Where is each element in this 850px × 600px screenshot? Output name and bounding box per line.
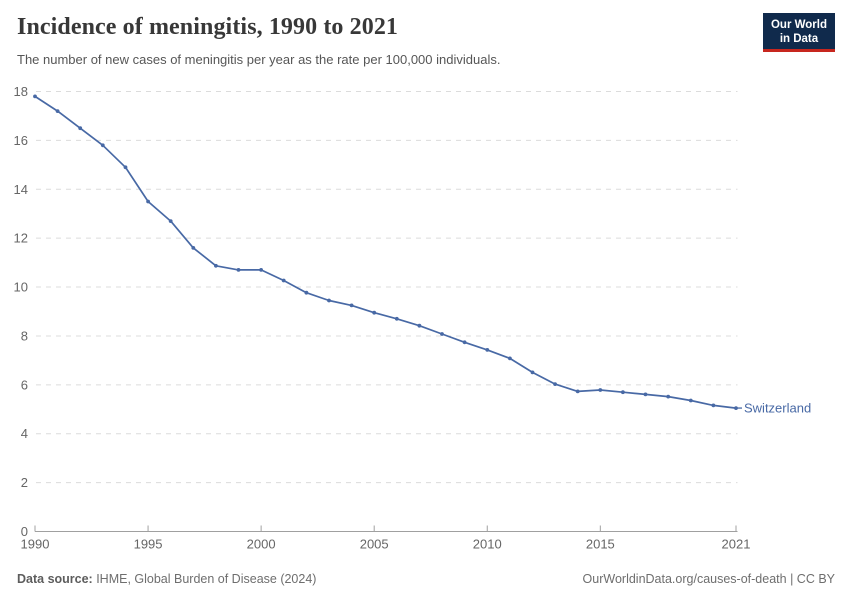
y-axis-tick-label: 6 — [21, 377, 28, 392]
y-axis-tick-label: 14 — [14, 182, 28, 197]
data-point-2008[interactable] — [440, 332, 444, 336]
data-point-2006[interactable] — [394, 316, 399, 321]
y-axis-tick-label: 2 — [21, 475, 28, 490]
x-axis-tick-label: 2000 — [247, 537, 276, 552]
data-point-2018[interactable] — [666, 394, 671, 399]
data-point-2015[interactable] — [598, 388, 603, 392]
y-axis-tick-label: 18 — [14, 84, 28, 99]
footer-right: OurWorldinData.org/causes-of-death | CC … — [583, 572, 835, 586]
data-point-2007[interactable] — [417, 323, 422, 328]
data-point-1994[interactable] — [123, 165, 128, 170]
data-point-2011[interactable] — [508, 356, 512, 361]
data-point-1993[interactable] — [100, 143, 105, 148]
data-point-2020[interactable] — [711, 403, 716, 408]
data-point-1996[interactable] — [168, 219, 173, 224]
x-axis-tick-label: 2021 — [722, 537, 751, 552]
data-point-2000[interactable] — [259, 268, 263, 272]
x-axis-tick-label: 2005 — [360, 537, 389, 552]
x-axis-tick-label: 1990 — [21, 537, 50, 552]
license-text: | CC BY — [786, 572, 835, 586]
x-axis-tick-label: 1995 — [134, 537, 163, 552]
data-point-2017[interactable] — [643, 392, 648, 397]
data-source-text: IHME, Global Burden of Disease (2024) — [92, 572, 317, 586]
series-label-switzerland[interactable]: Switzerland — [744, 401, 811, 416]
data-point-2004[interactable] — [349, 303, 354, 308]
x-axis-tick-label: 2010 — [473, 537, 502, 552]
data-source-note: Data source: IHME, Global Burden of Dise… — [17, 572, 316, 586]
data-point-1999[interactable] — [236, 268, 241, 272]
data-point-1998[interactable] — [214, 263, 218, 268]
y-axis-tick-label: 12 — [14, 231, 28, 246]
data-point-1992[interactable] — [78, 126, 83, 131]
data-point-2005[interactable] — [372, 310, 377, 315]
data-point-2001[interactable] — [281, 278, 286, 283]
chart-subtitle: The number of new cases of meningitis pe… — [17, 52, 501, 67]
page-title: Incidence of meningitis, 1990 to 2021 — [17, 14, 399, 40]
data-point-2009[interactable] — [462, 340, 467, 345]
data-point-1991[interactable] — [55, 109, 60, 113]
data-point-2010[interactable] — [485, 348, 490, 352]
y-axis-tick-label: 8 — [21, 328, 28, 343]
y-axis-tick-label: 0 — [21, 524, 28, 539]
data-point-2002[interactable] — [304, 290, 309, 295]
data-point-2019[interactable] — [688, 398, 693, 403]
data-point-1990[interactable] — [33, 94, 37, 99]
data-point-1997[interactable] — [191, 246, 196, 250]
line-series-switzerland[interactable] — [34, 95, 737, 409]
owid-logo-line2: in Data — [779, 33, 819, 45]
chart-footer: Data source: IHME, Global Burden of Dise… — [17, 572, 835, 586]
x-axis-tick-label: 2015 — [586, 537, 615, 552]
data-point-2003[interactable] — [327, 298, 331, 303]
data-point-1995[interactable] — [146, 199, 151, 204]
owid-logo-line1: Our World — [770, 19, 827, 31]
data-point-2013[interactable] — [553, 382, 557, 386]
data-point-2016[interactable] — [621, 390, 625, 395]
y-axis-tick-label: 16 — [14, 133, 28, 148]
owid-logo[interactable]: Our World in Data — [762, 13, 835, 52]
data-point-2014[interactable] — [575, 389, 580, 394]
owid-url-link[interactable]: OurWorldinData.org/causes-of-death — [582, 572, 787, 586]
data-point-2012[interactable] — [530, 370, 535, 375]
y-axis-tick-label: 4 — [21, 426, 28, 441]
data-source-label: Data source: — [17, 572, 93, 586]
y-axis-tick-label: 10 — [14, 280, 28, 295]
